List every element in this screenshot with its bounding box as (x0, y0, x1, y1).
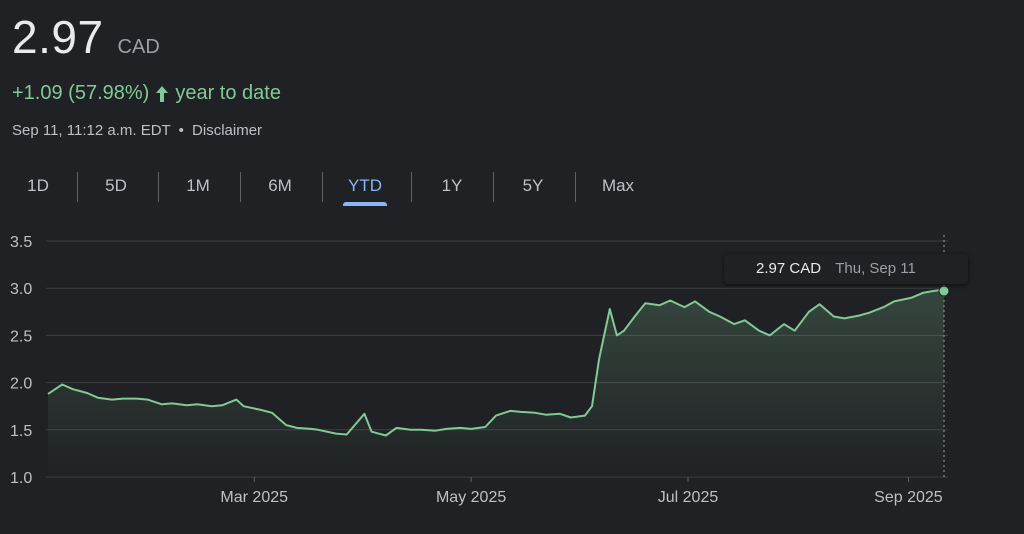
x-tick-label: Sep 2025 (874, 489, 943, 506)
tab-divider (411, 172, 412, 202)
tab-divider (158, 172, 159, 202)
tab-1d[interactable]: 1D (27, 176, 49, 195)
hover-point (938, 285, 950, 297)
tab-divider (575, 172, 576, 202)
change-summary: +1.09 (57.98%) year to date (12, 82, 281, 105)
x-tick-label: Mar 2025 (220, 489, 288, 506)
tab-5d[interactable]: 5D (105, 176, 127, 195)
meta-separator: • (178, 122, 184, 139)
x-tick-label: Jul 2025 (658, 489, 719, 506)
tab-divider (322, 172, 323, 202)
range-tabs: 1D 5D 1M 6M YTD 1Y 5Y Max (0, 170, 700, 208)
tab-1m[interactable]: 1M (186, 176, 210, 195)
tab-divider (77, 172, 78, 202)
period-label: year to date (175, 82, 281, 104)
price-tooltip: 2.97 CAD Thu, Sep 11 (724, 254, 968, 284)
arrow-up-icon (156, 85, 169, 102)
tab-5y[interactable]: 5Y (522, 176, 544, 195)
tooltip-date: Thu, Sep 11 (835, 260, 916, 277)
price-area-fill (48, 290, 944, 477)
tab-1y[interactable]: 1Y (441, 176, 463, 195)
y-tick-label: 3.0 (10, 281, 32, 298)
x-tick-label: May 2025 (436, 489, 506, 506)
price-line (47, 289, 945, 437)
quote-timestamp: Sep 11, 11:12 a.m. EDT (12, 122, 171, 139)
y-tick-label: 2.5 (10, 328, 32, 345)
y-tick-label: 1.0 (10, 470, 32, 487)
tab-divider (493, 172, 494, 202)
currency-label: CAD (117, 36, 160, 58)
current-price: 2.97 (12, 11, 104, 63)
tooltip-value: 2.97 CAD (756, 260, 822, 277)
disclaimer-link[interactable]: Disclaimer (192, 122, 263, 139)
quote-meta: Sep 11, 11:12 a.m. EDT • Disclaimer (12, 122, 262, 139)
x-axis-labels: Mar 2025 May 2025 Jul 2025 Sep 2025 (220, 477, 943, 506)
tab-ytd[interactable]: YTD (327, 170, 403, 206)
price-change: +1.09 (57.98%) (12, 82, 150, 104)
price-header: 2.97 CAD (12, 14, 160, 60)
y-tick-label: 3.5 (10, 234, 32, 251)
tab-max[interactable]: Max (601, 176, 635, 195)
y-axis-labels: 3.5 3.0 2.5 2.0 1.5 1.0 (10, 234, 32, 487)
y-tick-label: 1.5 (10, 423, 32, 440)
y-tick-label: 2.0 (10, 376, 32, 393)
tab-6m[interactable]: 6M (268, 176, 292, 195)
price-chart[interactable]: 3.5 3.0 2.5 2.0 1.5 1.0 Mar 2025 May 2025 Jul 2… (0, 225, 1024, 534)
tab-divider (240, 172, 241, 202)
